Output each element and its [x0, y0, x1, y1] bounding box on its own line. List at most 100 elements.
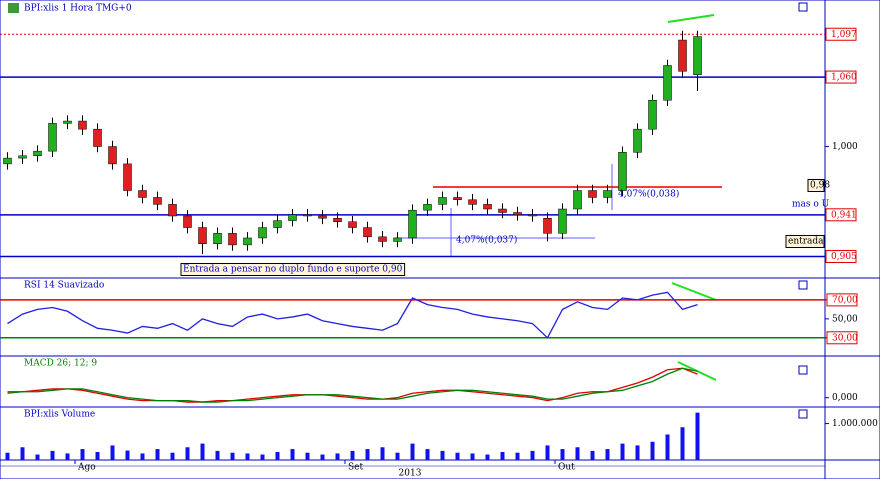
volume-bar	[320, 454, 325, 460]
series-line	[7, 367, 698, 403]
annotation: 4,07%(0,037)	[456, 235, 517, 246]
candle-body	[18, 155, 27, 159]
candle-body	[153, 197, 162, 205]
maximize-button[interactable]	[798, 409, 808, 419]
candle-body	[138, 190, 147, 198]
tick-box	[826, 293, 858, 307]
level-box	[825, 249, 857, 263]
maximize-button[interactable]	[798, 365, 808, 375]
candle-body	[258, 227, 267, 239]
candle-body	[423, 204, 432, 211]
volume-bar	[170, 452, 175, 460]
candle-body	[228, 233, 237, 246]
annotation-box	[807, 179, 825, 192]
maximize-button[interactable]	[798, 280, 808, 290]
volume-bar	[635, 445, 640, 460]
candle-body	[438, 197, 447, 205]
volume-bar	[50, 450, 55, 460]
trendline	[667, 14, 715, 23]
level-label: 1,060	[831, 73, 857, 83]
volume-bar	[140, 453, 145, 460]
annotation-box	[785, 235, 825, 248]
level-box	[825, 70, 857, 84]
candle-body	[633, 128, 642, 153]
pane-buttons[interactable]	[798, 2, 808, 419]
y-tick-label: 70,00	[832, 295, 858, 305]
volume-bar	[695, 412, 700, 460]
x-tick-label: Out	[558, 463, 575, 473]
candle-body	[3, 157, 12, 165]
candle-body	[378, 236, 387, 242]
volume-bar	[590, 450, 595, 460]
x-tick-label: Ago	[77, 463, 96, 473]
volume-bar	[380, 447, 385, 460]
candle-body	[318, 215, 327, 219]
series-line	[7, 367, 698, 403]
candle-body	[108, 146, 117, 165]
x-tick-label: Set	[348, 463, 363, 473]
candle-body	[648, 99, 657, 130]
volume-bar	[485, 454, 490, 460]
candle-body	[63, 120, 72, 124]
candle-body	[168, 204, 177, 217]
pane-title: BPI:xlis Volume	[24, 410, 95, 420]
volume-bar	[125, 450, 130, 460]
volume-bar	[455, 452, 460, 460]
volume-bar	[605, 449, 610, 460]
series-line	[7, 291, 698, 339]
level-label: 0,905	[831, 252, 857, 262]
level-label: 1,097	[831, 30, 857, 40]
candle-body	[273, 220, 282, 228]
volume-bar	[410, 443, 415, 460]
volume-bar	[65, 453, 70, 460]
volume-bar	[95, 451, 100, 460]
candle-body	[348, 221, 357, 228]
candle-body	[243, 237, 252, 246]
y-tick-label: 1.000.000	[832, 419, 878, 429]
volume-bar	[350, 450, 355, 460]
candle-body	[33, 150, 42, 157]
volume-bar	[515, 452, 520, 460]
volume-bar	[680, 427, 685, 460]
volume-bar	[215, 450, 220, 460]
volume-bar	[290, 449, 295, 460]
candle-body	[558, 208, 567, 234]
candle-body	[303, 214, 312, 217]
annotation: 4,07%(0,038)	[618, 189, 679, 200]
candle-body	[693, 36, 702, 76]
tick-box	[826, 331, 858, 345]
level-box	[825, 27, 857, 41]
candle-body	[618, 152, 627, 191]
volume-bar	[260, 454, 265, 460]
volume-bar	[155, 449, 160, 460]
volume-bar	[185, 447, 190, 460]
volume-bar	[230, 452, 235, 460]
volume-bar	[530, 450, 535, 460]
candle-body	[543, 218, 552, 234]
volume-bar	[560, 449, 565, 460]
level-label: 0,941	[831, 210, 857, 220]
candle-body	[573, 190, 582, 210]
volume-bar	[620, 443, 625, 460]
volume-bar	[80, 449, 85, 460]
level-box	[825, 208, 857, 222]
volume-bar	[545, 445, 550, 460]
volume-bar	[500, 451, 505, 460]
annotation: mas o U	[792, 200, 830, 210]
pane-title: BPI:xlis 1 Hora TMG+0	[24, 4, 132, 14]
candle-body	[453, 197, 462, 201]
y-tick-label: 50,00	[832, 314, 858, 324]
candle-body	[588, 190, 597, 198]
maximize-button[interactable]	[798, 2, 808, 12]
volume-bar	[20, 447, 25, 460]
volume-bar	[35, 454, 40, 460]
volume-bar	[395, 452, 400, 460]
candle-body	[48, 123, 57, 152]
volume-bar	[5, 452, 10, 460]
volume-bar	[110, 445, 115, 460]
annotation: Entrada a pensar no duplo fundo e suport…	[183, 265, 403, 275]
y-tick-label: 0,000	[832, 393, 858, 403]
y-tick-label: 30,00	[832, 333, 858, 343]
candle-body	[498, 208, 507, 213]
